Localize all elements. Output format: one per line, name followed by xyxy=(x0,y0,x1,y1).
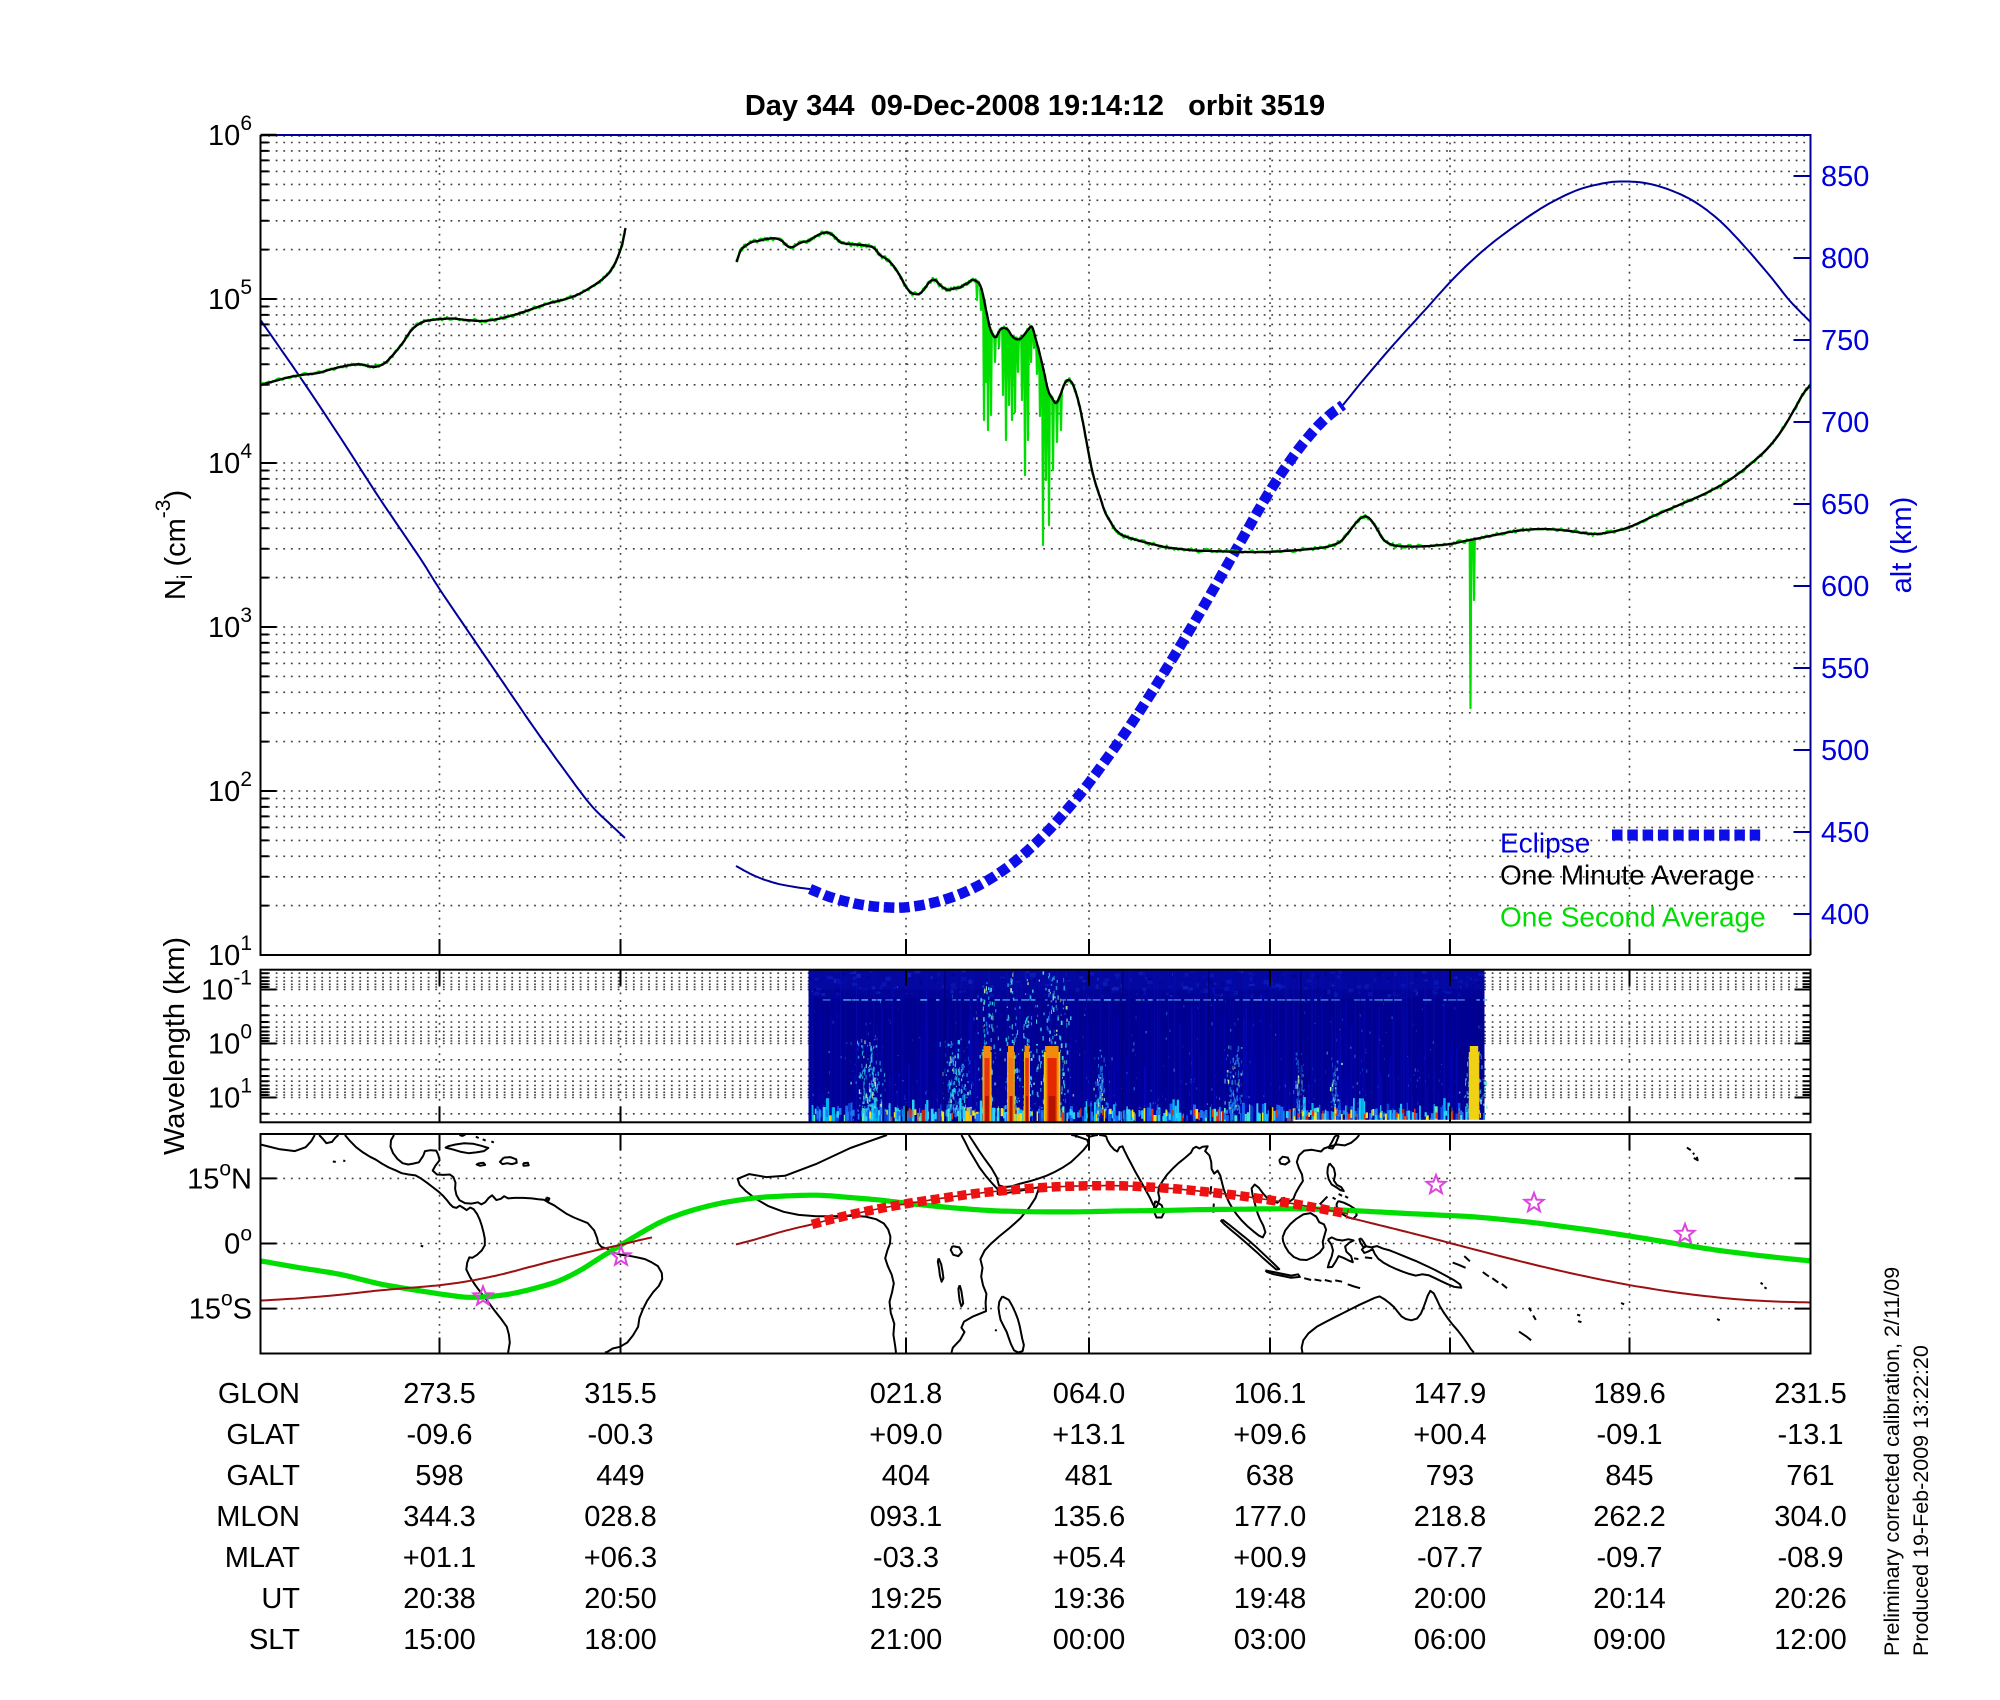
svg-text:-13.1: -13.1 xyxy=(1777,1419,1843,1451)
svg-text:21:00: 21:00 xyxy=(870,1624,943,1656)
svg-text:845: 845 xyxy=(1605,1460,1653,1492)
svg-text:One Second Average: One Second Average xyxy=(1500,901,1766,932)
svg-text:650: 650 xyxy=(1821,489,1869,521)
svg-text:218.8: 218.8 xyxy=(1414,1501,1487,1533)
svg-text:638: 638 xyxy=(1246,1460,1294,1492)
svg-text:15oS: 15oS xyxy=(189,1288,252,1326)
svg-text:262.2: 262.2 xyxy=(1593,1501,1666,1533)
svg-text:12:00: 12:00 xyxy=(1774,1624,1847,1656)
svg-text:SLT: SLT xyxy=(249,1624,300,1656)
svg-text:-00.3: -00.3 xyxy=(587,1419,653,1451)
svg-text:021.8: 021.8 xyxy=(870,1378,943,1410)
svg-text:449: 449 xyxy=(596,1460,644,1492)
svg-text:Day 344 09-Dec-2008 19:14:12: Day 344 09-Dec-2008 19:14:12 orbit 3519 xyxy=(745,90,1325,122)
svg-text:-07.7: -07.7 xyxy=(1417,1542,1483,1574)
svg-text:Wavelength (km): Wavelength (km) xyxy=(159,937,191,1155)
svg-text:135.6: 135.6 xyxy=(1053,1501,1126,1533)
svg-text:18:00: 18:00 xyxy=(584,1624,657,1656)
svg-text:20:50: 20:50 xyxy=(584,1583,657,1615)
svg-text:+00.4: +00.4 xyxy=(1413,1419,1486,1451)
svg-text:GLON: GLON xyxy=(218,1378,300,1410)
svg-text:793: 793 xyxy=(1426,1460,1474,1492)
svg-text:189.6: 189.6 xyxy=(1593,1378,1666,1410)
svg-text:+05.4: +05.4 xyxy=(1052,1542,1125,1574)
svg-text:Preliminary corrected calibrat: Preliminary corrected calibration, 2/11/… xyxy=(1880,1267,1904,1656)
svg-text:404: 404 xyxy=(882,1460,930,1492)
svg-text:550: 550 xyxy=(1821,653,1869,685)
svg-text:+06.3: +06.3 xyxy=(584,1542,657,1574)
svg-text:315.5: 315.5 xyxy=(584,1378,657,1410)
svg-text:MLON: MLON xyxy=(216,1501,300,1533)
svg-text:+01.1: +01.1 xyxy=(403,1542,476,1574)
svg-text:15:00: 15:00 xyxy=(403,1624,476,1656)
svg-text:19:25: 19:25 xyxy=(870,1583,943,1615)
svg-text:-09.1: -09.1 xyxy=(1596,1419,1662,1451)
svg-text:600: 600 xyxy=(1821,571,1869,603)
svg-text:One Minute Average: One Minute Average xyxy=(1500,859,1755,890)
svg-text:093.1: 093.1 xyxy=(870,1501,943,1533)
svg-text:MLAT: MLAT xyxy=(225,1542,300,1574)
svg-text:800: 800 xyxy=(1821,243,1869,275)
svg-text:GLAT: GLAT xyxy=(226,1419,300,1451)
svg-text:598: 598 xyxy=(415,1460,463,1492)
svg-text:400: 400 xyxy=(1821,899,1869,931)
svg-text:850: 850 xyxy=(1821,161,1869,193)
svg-text:Produced 19-Feb-2009 13:22:20: Produced 19-Feb-2009 13:22:20 xyxy=(1909,1345,1933,1656)
svg-text:450: 450 xyxy=(1821,817,1869,849)
svg-text:Eclipse: Eclipse xyxy=(1500,827,1590,858)
svg-text:344.3: 344.3 xyxy=(403,1501,476,1533)
svg-text:147.9: 147.9 xyxy=(1414,1378,1487,1410)
svg-text:20:38: 20:38 xyxy=(403,1583,476,1615)
svg-text:106.1: 106.1 xyxy=(1234,1378,1307,1410)
svg-text:UT: UT xyxy=(261,1583,300,1615)
svg-text:00:00: 00:00 xyxy=(1053,1624,1126,1656)
svg-text:-08.9: -08.9 xyxy=(1777,1542,1843,1574)
svg-text:+00.9: +00.9 xyxy=(1233,1542,1306,1574)
svg-text:-09.7: -09.7 xyxy=(1596,1542,1662,1574)
svg-text:19:48: 19:48 xyxy=(1234,1583,1307,1615)
svg-text:750: 750 xyxy=(1821,325,1869,357)
svg-text:064.0: 064.0 xyxy=(1053,1378,1126,1410)
svg-text:481: 481 xyxy=(1065,1460,1113,1492)
svg-text:028.8: 028.8 xyxy=(584,1501,657,1533)
svg-text:-03.3: -03.3 xyxy=(873,1542,939,1574)
svg-text:-09.6: -09.6 xyxy=(406,1419,472,1451)
svg-text:06:00: 06:00 xyxy=(1414,1624,1487,1656)
svg-text:09:00: 09:00 xyxy=(1593,1624,1666,1656)
svg-text:19:36: 19:36 xyxy=(1053,1583,1126,1615)
svg-text:177.0: 177.0 xyxy=(1234,1501,1307,1533)
svg-text:20:00: 20:00 xyxy=(1414,1583,1487,1615)
svg-text:+09.6: +09.6 xyxy=(1233,1419,1306,1451)
svg-text:273.5: 273.5 xyxy=(403,1378,476,1410)
svg-text:+13.1: +13.1 xyxy=(1052,1419,1125,1451)
svg-text:20:26: 20:26 xyxy=(1774,1583,1847,1615)
svg-text:231.5: 231.5 xyxy=(1774,1378,1847,1410)
svg-text:304.0: 304.0 xyxy=(1774,1501,1847,1533)
svg-text:761: 761 xyxy=(1786,1460,1834,1492)
svg-text:alt (km): alt (km) xyxy=(1886,497,1918,594)
svg-text:700: 700 xyxy=(1821,407,1869,439)
svg-text:03:00: 03:00 xyxy=(1234,1624,1307,1656)
svg-text:500: 500 xyxy=(1821,735,1869,767)
svg-text:20:14: 20:14 xyxy=(1593,1583,1666,1615)
svg-text:GALT: GALT xyxy=(226,1460,300,1492)
svg-text:+09.0: +09.0 xyxy=(869,1419,942,1451)
